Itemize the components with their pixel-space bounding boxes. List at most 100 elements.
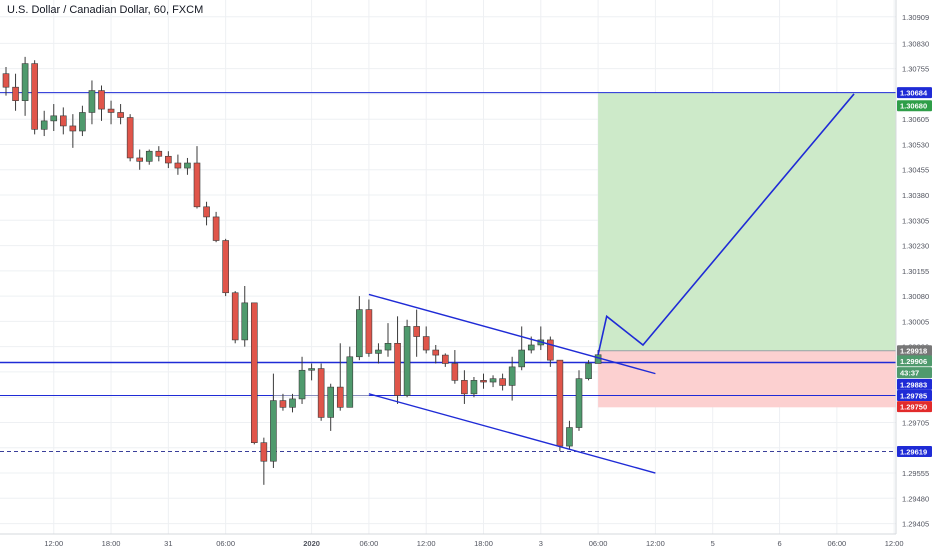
candle-body [231, 292, 239, 341]
candle [260, 437, 268, 485]
candle-body [375, 349, 382, 354]
candle [365, 299, 373, 357]
time-axis-ticks: 12:00 18:00 31 06:00 2020 06:00 12:00 18:00 3 06:… [44, 539, 903, 548]
candle-body [260, 442, 268, 462]
price-label-bg [897, 355, 932, 367]
candle [69, 114, 77, 148]
candle-body [575, 378, 583, 428]
price-label-text: 1.30680 [900, 102, 927, 111]
price-label-text: 1.29883 [900, 380, 927, 389]
price-label-bg [897, 401, 932, 413]
profit-zone [598, 92, 928, 351]
candle-body [461, 380, 468, 395]
candle [136, 149, 143, 170]
candle [289, 393, 296, 413]
candle-body [2, 73, 10, 88]
time-tick-label: 18:00 [102, 539, 121, 548]
candle [317, 363, 325, 421]
time-tick-label: 12:00 [646, 539, 665, 548]
projection-path [597, 93, 855, 355]
candle-body [327, 386, 335, 418]
candle-body [21, 63, 29, 101]
candle [31, 60, 38, 135]
price-tick-label: 1.30155 [902, 267, 929, 276]
price-tick-label: 1.30005 [902, 317, 929, 326]
candle [165, 151, 172, 169]
candle-body [499, 378, 506, 386]
price-tick-label: 1.30230 [902, 242, 929, 251]
time-tick-label: 12:00 [44, 539, 63, 548]
price-label: 1.30684 [897, 87, 932, 99]
candle-body [241, 302, 249, 341]
candle [231, 291, 239, 344]
channel-lower-line [368, 393, 656, 474]
candle-body [298, 369, 306, 400]
price-tick-label: 1.29480 [902, 494, 929, 503]
price-label: 1.29918 [897, 345, 932, 357]
price-label-text: 1.29750 [900, 403, 927, 412]
price-tick-label: 1.30380 [902, 191, 929, 200]
candle-body [145, 150, 153, 162]
price-label-text: 1.29785 [900, 392, 927, 401]
stop-zone [598, 350, 928, 408]
candle-body [12, 86, 19, 101]
candle [585, 360, 592, 381]
candle-body [59, 115, 67, 127]
price-label-bg [897, 367, 932, 379]
price-tick-label: 1.30455 [902, 166, 929, 175]
candle [547, 336, 554, 367]
time-tick-label: 18:00 [474, 539, 493, 548]
price-label-text: 43:37 [900, 369, 919, 378]
candle [107, 100, 115, 125]
candle-body [193, 162, 201, 208]
candle [327, 383, 335, 431]
candle-body [184, 162, 191, 169]
price-tick-label: 1.30530 [902, 140, 929, 149]
candle-body [174, 162, 182, 169]
candle [2, 66, 10, 96]
candle-body [518, 349, 526, 368]
candle-body [69, 125, 77, 132]
channel-upper-line [368, 293, 656, 375]
candle-body [585, 363, 592, 379]
price-label: 1.29750 [897, 401, 932, 413]
candle-body [413, 326, 420, 337]
candle-body [212, 216, 220, 241]
candle-body [270, 400, 277, 462]
candle [50, 104, 58, 131]
candle [279, 393, 287, 411]
price-label: 1.29883 [897, 378, 932, 390]
candle-body [98, 90, 105, 110]
candle [356, 296, 363, 361]
candle [308, 363, 315, 381]
candle [59, 107, 67, 135]
price-label-bg [897, 345, 932, 357]
candle [403, 319, 411, 398]
candle-body [422, 336, 430, 351]
candle-body [356, 309, 363, 358]
price-label-text: 1.29906 [900, 357, 927, 366]
candle [441, 353, 449, 367]
candle-body [336, 386, 344, 408]
candle [145, 149, 153, 165]
time-tick-label: 6 [777, 539, 781, 548]
price-tick-label: 1.29555 [902, 469, 929, 478]
price-tick-label: 1.29405 [902, 520, 929, 529]
time-tick-label: 06:00 [360, 539, 379, 548]
candle-body [308, 368, 315, 371]
candle [203, 201, 210, 226]
candle-body [88, 90, 96, 113]
time-tick-label: 5 [711, 539, 715, 548]
candle [413, 309, 420, 357]
candle [499, 373, 506, 391]
price-tick-label: 1.30305 [902, 216, 929, 225]
candle-body [547, 339, 554, 361]
candle [556, 359, 564, 452]
price-tick-label: 1.30605 [902, 115, 929, 124]
candle-body [346, 356, 354, 408]
time-tick-label: 06:00 [827, 539, 846, 548]
candle-body [365, 309, 373, 354]
candle-body [203, 206, 210, 218]
